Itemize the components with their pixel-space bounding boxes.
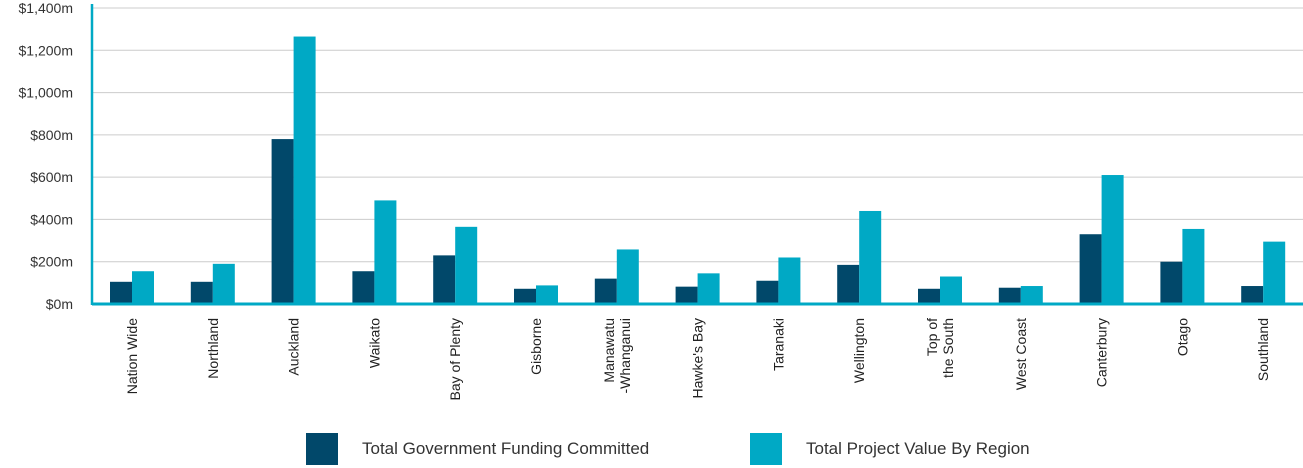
x-category-label: Waikato [366,318,382,368]
x-category-label: Manawatu-Whanganui [601,318,633,394]
bar-funding [998,287,1021,304]
bar-funding [190,281,213,304]
bar-chart: $0m $200m $400m $600m $800m $1,000m $1,200m $1,… [19,0,1303,401]
bar-project-value [132,271,154,304]
x-category-label: Wellington [851,318,867,383]
bar-funding [433,255,456,304]
x-category-label: Southland [1255,318,1271,381]
y-tick-label: $1,000m [19,85,73,101]
bar-project-value [778,257,801,304]
bar-project-value [212,263,235,304]
y-tick-label: $1,200m [19,42,73,58]
y-tick-label: $400m [30,211,73,227]
x-category-label: Nation Wide [124,318,140,394]
bar-funding [271,139,294,304]
bar-funding [594,278,617,304]
x-axis-category-labels: Nation Wide Northland Auckland Waikato Bay o… [124,318,1271,401]
x-category-label: Bay of Plenty [447,318,463,401]
bar-funding [1241,286,1264,304]
bar-funding [675,286,698,304]
bar-funding [837,264,860,304]
bar-project-value [940,276,962,304]
bar-project-value [1182,228,1205,304]
bar-project-value [859,210,882,304]
bar-project-value [616,249,639,304]
bar-project-value [1020,286,1043,304]
bar-project-value [293,36,316,305]
bar-project-value [455,226,478,304]
bar-funding [110,281,132,304]
bar-funding [1160,261,1183,304]
bars [110,36,1286,305]
x-category-label: Otago [1174,318,1190,356]
y-axis-tick-labels: $0m $200m $400m $600m $800m $1,000m $1,200m $1,… [19,0,73,312]
bar-project-value [697,273,720,304]
bar-funding [1079,234,1102,304]
y-tick-label: $200m [30,254,73,270]
y-tick-label: $600m [30,169,73,185]
bar-project-value [374,200,397,304]
x-category-label: Top ofthe South [924,318,956,378]
x-category-label: Northland [205,318,221,379]
bar-project-value [1263,241,1286,304]
x-category-label: West Coast [1013,318,1029,390]
bar-project-value [536,285,558,304]
x-category-label: Taranaki [770,318,786,371]
y-tick-label: $800m [30,127,73,143]
legend-item-funding: Total Government Funding Committed [306,432,649,466]
x-category-label: Auckland [286,318,302,376]
axes [90,4,1303,306]
bar-funding [352,271,375,304]
bar-funding [514,288,536,304]
y-tick-label: $0m [46,296,73,312]
legend-item-project-value: Total Project Value By Region [750,432,1030,466]
legend: Total Government Funding Committed Total… [0,432,1303,468]
x-category-label: Hawke's Bay [690,318,706,398]
bar-project-value [1101,175,1124,304]
legend-swatch-project-value [750,433,782,465]
legend-swatch-funding [306,433,338,465]
legend-label-funding: Total Government Funding Committed [362,439,650,458]
x-category-label: Gisborne [528,318,544,375]
bar-funding [918,288,940,304]
x-category-label: Canterbury [1094,318,1110,387]
legend-label-project-value: Total Project Value By Region [806,439,1030,458]
y-tick-label: $1,400m [19,0,73,16]
bar-funding [756,280,779,304]
